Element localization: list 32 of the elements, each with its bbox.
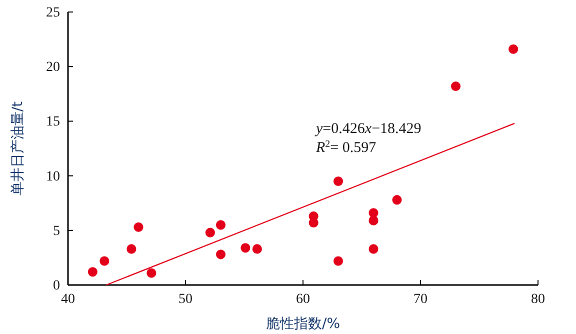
x-tick-label: 80 bbox=[531, 292, 545, 307]
y-tick-label: 25 bbox=[46, 5, 60, 20]
point bbox=[333, 256, 344, 266]
point bbox=[88, 267, 98, 277]
x-tick-label: 50 bbox=[178, 292, 192, 307]
y-tick-label: 15 bbox=[46, 114, 60, 130]
point bbox=[368, 244, 378, 254]
y-tick-label: 5 bbox=[53, 224, 60, 239]
point bbox=[134, 222, 144, 232]
annotation: y=0.426x−18.429 bbox=[314, 121, 422, 137]
y-tick-label: 0 bbox=[53, 278, 60, 294]
point bbox=[216, 220, 226, 230]
point bbox=[252, 244, 262, 254]
point bbox=[146, 268, 156, 278]
point bbox=[333, 176, 344, 186]
point bbox=[240, 243, 250, 253]
point bbox=[100, 256, 110, 266]
point bbox=[508, 44, 518, 54]
y-tick-label: 10 bbox=[46, 169, 60, 184]
point bbox=[205, 228, 215, 238]
point bbox=[392, 195, 402, 205]
x-tick-label: 70 bbox=[414, 292, 428, 307]
y-axis-title: 单井日产油量/t bbox=[10, 100, 26, 196]
point bbox=[450, 81, 461, 92]
x-axis-title: 脆性指数/% bbox=[266, 316, 340, 332]
point bbox=[216, 250, 226, 260]
point bbox=[368, 216, 378, 226]
x-tick-label: 60 bbox=[296, 292, 310, 307]
point bbox=[126, 244, 136, 254]
annotation: R$^{2}$= 0.597 bbox=[315, 138, 377, 156]
y-tick-label: 20 bbox=[46, 60, 60, 76]
x-tick-label: 40 bbox=[61, 292, 75, 307]
